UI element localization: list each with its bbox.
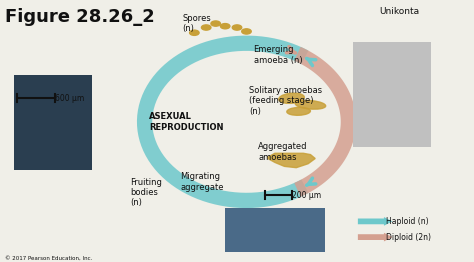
Circle shape [242,29,251,34]
Bar [353,42,431,147]
Ellipse shape [279,93,304,103]
Circle shape [201,25,211,30]
Text: Fruiting
bodies
(n): Fruiting bodies (n) [130,178,162,208]
FancyArrow shape [358,217,392,226]
Text: Figure 28.26_2: Figure 28.26_2 [5,8,155,26]
FancyArrow shape [358,233,392,242]
Text: Diploid (2n): Diploid (2n) [386,233,431,242]
Circle shape [190,30,199,35]
Text: © 2017 Pearson Education, Inc.: © 2017 Pearson Education, Inc. [5,255,92,261]
Text: Spores
(n): Spores (n) [182,14,211,33]
Circle shape [232,25,242,30]
Text: Migrating
aggregate: Migrating aggregate [180,172,224,192]
Circle shape [220,24,230,29]
Text: 600 μm: 600 μm [55,94,84,103]
Text: Solitary amoebas
(feeding stage)
(n): Solitary amoebas (feeding stage) (n) [249,86,322,116]
Polygon shape [268,153,315,168]
Bar [14,75,92,170]
Text: 200 μm: 200 μm [292,191,320,200]
Ellipse shape [295,100,326,109]
Circle shape [211,21,220,26]
Text: Emerging
amoeba (n): Emerging amoeba (n) [254,45,302,65]
Text: Haploid (n): Haploid (n) [386,217,429,226]
Text: ASEXUAL
REPRODUCTION: ASEXUAL REPRODUCTION [149,112,224,132]
Ellipse shape [287,107,310,115]
Bar [225,208,325,252]
Text: Aggregated
amoebas: Aggregated amoebas [258,142,308,162]
Text: Unikonta: Unikonta [379,7,419,16]
